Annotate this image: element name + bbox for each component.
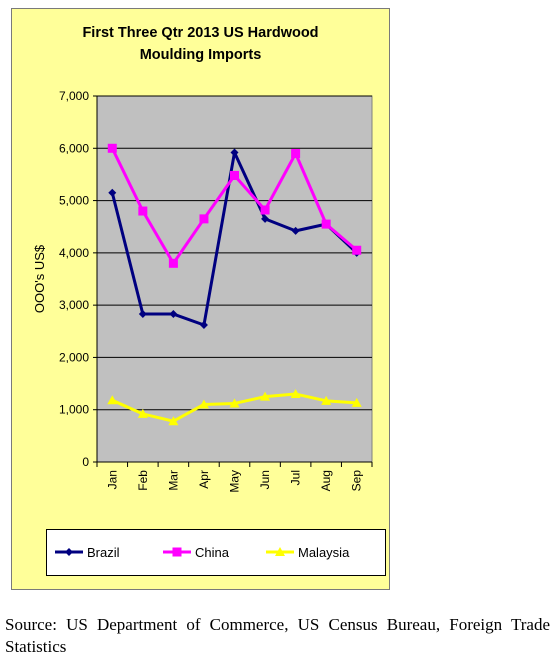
data-point-china xyxy=(291,149,301,159)
legend-label-brazil: Brazil xyxy=(87,545,120,560)
x-tick-label: Mar xyxy=(166,470,180,491)
y-tick-label: 1,000 xyxy=(59,403,89,417)
legend-marker-malaysia xyxy=(275,547,285,556)
legend-label-china: China xyxy=(195,545,230,560)
data-point-malaysia xyxy=(321,395,332,405)
x-tick-label: Sep xyxy=(350,470,364,492)
x-tick-label: Aug xyxy=(319,470,333,491)
data-point-china xyxy=(230,170,239,180)
x-tick-label: Jun xyxy=(258,470,272,489)
data-point-china xyxy=(199,214,209,224)
y-tick-label: 6,000 xyxy=(59,141,89,155)
chart-title-line-2: Moulding Imports xyxy=(139,47,262,63)
chart-title: First Three Qtr 2013 US Hardwood Mouldin… xyxy=(12,22,389,66)
data-point-brazil xyxy=(261,214,270,223)
data-point-malaysia xyxy=(290,389,301,399)
data-point-malaysia xyxy=(229,398,240,408)
chart-legend xyxy=(46,529,386,576)
legend-marker-brazil xyxy=(65,548,73,556)
x-tick-label: Apr xyxy=(197,470,211,489)
data-point-brazil xyxy=(108,188,117,197)
legend-label-malaysia: Malaysia xyxy=(298,545,350,560)
x-tick-label: Jul xyxy=(289,470,303,485)
data-point-malaysia xyxy=(137,408,148,418)
data-point-malaysia xyxy=(351,397,362,407)
data-point-brazil xyxy=(138,310,147,319)
line-chart: 0 1,000 2,000 3,000 4,000 5,000 6,000 7,000 Jan F… xyxy=(32,89,373,560)
y-tick-label: 5,000 xyxy=(59,194,89,208)
x-tick-label: May xyxy=(228,470,242,493)
data-point-china xyxy=(352,245,362,255)
chart-title-line-1: First Three Qtr 2013 US Hardwood xyxy=(82,25,319,41)
x-tick-label: Feb xyxy=(136,470,150,491)
data-point-china xyxy=(138,206,148,216)
y-tick-label: 4,000 xyxy=(59,246,89,260)
data-point-china xyxy=(260,205,270,215)
data-point-china xyxy=(107,143,117,153)
data-point-china xyxy=(321,219,331,229)
chart-area: First Three Qtr 2013 US Hardwood Mouldin… xyxy=(11,8,390,590)
y-tick-label: 2,000 xyxy=(59,350,89,364)
y-tick-label: 0 xyxy=(82,455,89,469)
x-tick-label: Jan xyxy=(105,470,119,489)
data-point-malaysia xyxy=(198,399,209,409)
legend-marker-china xyxy=(172,547,182,557)
data-point-brazil xyxy=(199,321,208,330)
data-point-brazil xyxy=(291,226,300,235)
source-note: Source: US Department of Commerce, US Ce… xyxy=(5,615,550,656)
y-tick-label: 3,000 xyxy=(59,298,89,312)
data-point-malaysia xyxy=(168,416,179,426)
data-point-malaysia xyxy=(260,391,271,401)
data-point-brazil xyxy=(169,310,178,319)
data-point-malaysia xyxy=(107,395,118,405)
data-point-brazil xyxy=(230,148,239,157)
data-point-china xyxy=(168,258,178,268)
y-tick-label: 7,000 xyxy=(59,89,89,103)
y-axis-label: OOO's US$ xyxy=(32,244,47,313)
